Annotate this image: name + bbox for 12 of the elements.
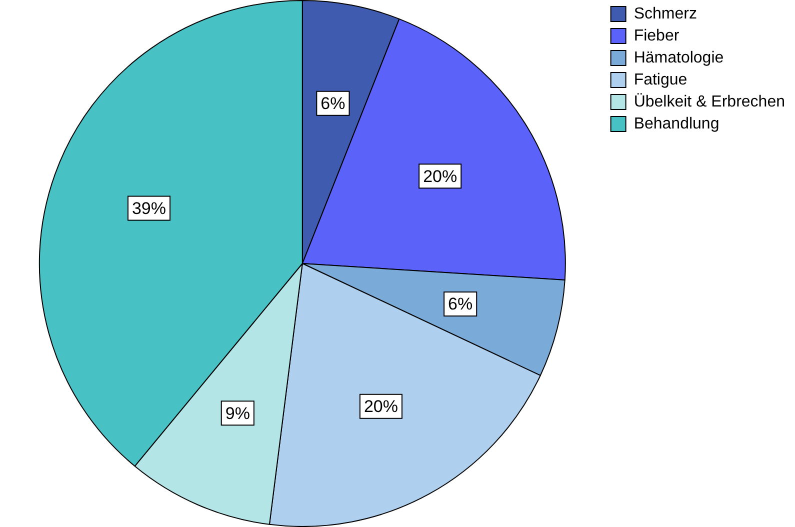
data-label: 20% <box>364 397 398 416</box>
data-label: 6% <box>320 94 346 114</box>
legend-label: Fatigue <box>634 71 688 88</box>
legend-label: Fieber <box>634 27 680 44</box>
legend-label: Hämatologie <box>634 49 724 66</box>
legend-label: Behandlung <box>634 115 720 132</box>
data-label: 9% <box>225 404 250 423</box>
data-label: 20% <box>423 166 458 186</box>
data-label: 6% <box>448 294 473 314</box>
legend-label: Schmerz <box>634 5 697 22</box>
data-label: 39% <box>132 198 166 218</box>
legend-label: Übelkeit & Erbrechen <box>634 92 785 110</box>
